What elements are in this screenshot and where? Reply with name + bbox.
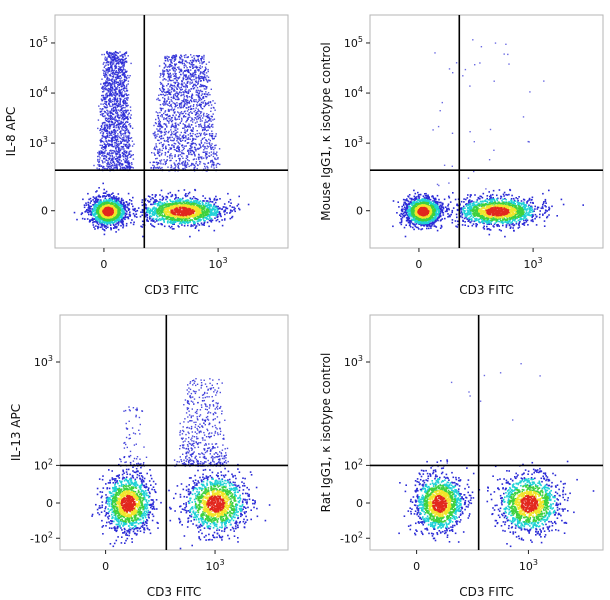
- y-axis-title: Rat IgG1, κ isotype control: [319, 353, 333, 513]
- x-axis-title: CD3 FITC: [459, 585, 514, 599]
- event-dots: [73, 50, 250, 238]
- event-dots: [398, 363, 595, 548]
- event-dots: [91, 378, 271, 550]
- y-axis-title: Mouse IgG1, κ isotype control: [319, 42, 333, 221]
- x-tick-label: 0: [102, 560, 109, 573]
- y-tick-label: 0: [356, 205, 363, 218]
- plot-panel-1: 0 103 104 105 0 103 CD3 FITC IL-8 APC: [4, 14, 289, 297]
- y-axis-title: IL-13 APC: [9, 404, 23, 461]
- y-tick-label: 103: [344, 135, 363, 150]
- event-dots: [392, 39, 584, 238]
- y-tick-label: 105: [29, 35, 48, 50]
- y-tick-label: 103: [29, 135, 48, 150]
- y-tick-label: -102: [30, 530, 53, 545]
- y-tick-label: 102: [344, 457, 363, 472]
- y-tick-label: 105: [344, 35, 363, 50]
- x-axis-title: CD3 FITC: [459, 283, 514, 297]
- y-tick-label: 103: [344, 354, 363, 369]
- y-tick-label: -102: [340, 530, 363, 545]
- x-axis-title: CD3 FITC: [147, 585, 202, 599]
- x-axis-title: CD3 FITC: [144, 283, 199, 297]
- y-axis-title: IL-8 APC: [4, 107, 18, 157]
- y-tick-label: 104: [344, 85, 363, 100]
- plot-frame: [59, 314, 289, 551]
- x-tick-label: 103: [209, 256, 228, 271]
- y-tick-label: 0: [46, 497, 53, 510]
- y-tick-label: 0: [41, 205, 48, 218]
- x-tick-label: 103: [519, 558, 538, 573]
- plot-panel-2: 0 103 104 105 0 103 CD3 FITC Mouse IgG1, κ isot…: [319, 14, 604, 297]
- plot-panel-4: -102 0 102 103 0 103 CD3 FITC Rat IgG1, κ isoty…: [319, 314, 604, 599]
- y-tick-label: 104: [29, 85, 48, 100]
- x-tick-label: 0: [100, 258, 107, 271]
- plot-frame: [369, 314, 604, 551]
- y-tick-label: 0: [356, 497, 363, 510]
- y-tick-label: 103: [34, 354, 53, 369]
- x-tick-label: 103: [524, 256, 543, 271]
- x-tick-label: 0: [413, 560, 420, 573]
- y-tick-label: 102: [34, 457, 53, 472]
- x-tick-label: 103: [205, 558, 224, 573]
- x-tick-label: 0: [415, 258, 422, 271]
